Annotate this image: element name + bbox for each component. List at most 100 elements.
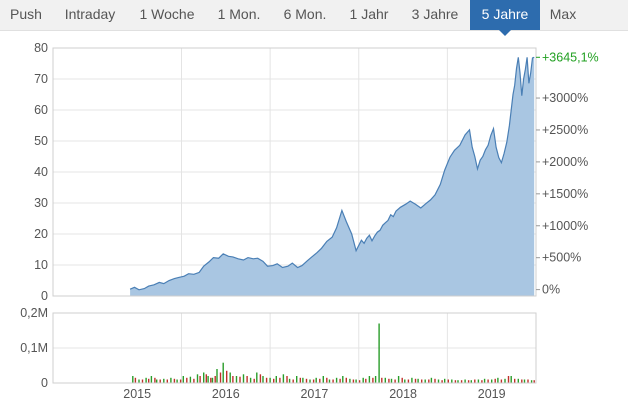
- volume-bar-down: [305, 378, 308, 383]
- price-area: [130, 57, 535, 296]
- volume-bar-up: [491, 379, 493, 383]
- volume-bar-down: [454, 380, 457, 383]
- volume-bar-down: [279, 377, 281, 384]
- price-y-tick: 0: [41, 289, 48, 303]
- volume-bar-up: [349, 378, 351, 383]
- volume-bar-down: [193, 378, 195, 383]
- volume-bar-down: [232, 376, 234, 383]
- volume-bar-up: [196, 374, 199, 384]
- tab-push[interactable]: Push: [10, 6, 42, 22]
- volume-bar-up: [249, 377, 252, 384]
- tab-1-jahr[interactable]: 1 Jahr: [349, 6, 389, 22]
- tab-max[interactable]: Max: [549, 6, 577, 22]
- volume-bar-down: [239, 376, 241, 383]
- volume-bar-up: [207, 376, 209, 383]
- volume-bar-up: [497, 377, 499, 384]
- percent-axis: 0% +500% +1000% +1500% +2000% +2500% +3000% +36…: [536, 50, 599, 297]
- volume-bar-up: [368, 376, 371, 383]
- volume-bar-up: [296, 376, 298, 383]
- volume-bar-up: [222, 362, 224, 383]
- volume-bars: [132, 323, 535, 384]
- price-y-tick: 70: [34, 72, 48, 86]
- volume-bar-up: [390, 378, 393, 383]
- tab-6-mon[interactable]: 6 Mon.: [283, 6, 327, 22]
- volume-bar-down: [286, 376, 288, 383]
- percent-tick: +1500%: [542, 187, 588, 201]
- volume-chart-grid: [53, 312, 536, 384]
- volume-bar-up: [424, 379, 426, 383]
- volume-bar-down: [394, 379, 396, 383]
- volume-bar-down: [273, 378, 275, 383]
- volume-bar-up: [417, 378, 419, 383]
- volume-bar-up: [504, 378, 506, 383]
- volume-bar-down: [265, 377, 268, 384]
- volume-bar-up: [483, 378, 486, 383]
- price-y-tick: 30: [34, 196, 48, 210]
- volume-bar-down: [141, 379, 144, 383]
- volume-bar-up: [302, 377, 304, 384]
- volume-bar-up: [464, 379, 466, 383]
- volume-bar-down: [527, 379, 529, 383]
- volume-y-axis: 0 0,1M 0,2M: [20, 306, 48, 390]
- volume-bar-up: [282, 374, 285, 384]
- volume-bar-down: [388, 378, 390, 383]
- volume-bar-down: [173, 378, 176, 383]
- volume-bar-up: [355, 379, 357, 383]
- volume-bar-up: [242, 374, 245, 384]
- volume-bar-up: [156, 379, 158, 383]
- volume-bar-down: [533, 380, 535, 383]
- volume-bar-up: [182, 376, 184, 383]
- volume-bar-down: [179, 379, 182, 383]
- volume-bar-up: [229, 372, 231, 383]
- volume-bar-down: [326, 377, 328, 384]
- volume-bar-up: [457, 380, 459, 383]
- percent-tick: +2500%: [542, 123, 588, 137]
- percent-tick: +1000%: [542, 219, 588, 233]
- volume-bar-up: [451, 379, 453, 383]
- volume-bar-down: [365, 378, 367, 383]
- volume-bar-up: [309, 379, 311, 383]
- volume-bar-down: [401, 377, 403, 384]
- tab-intraday[interactable]: Intraday: [64, 6, 116, 22]
- volume-bar-up: [530, 380, 533, 383]
- volume-bar-up: [510, 376, 512, 383]
- price-line: [129, 56, 535, 291]
- tab-3-jahre[interactable]: 3 Jahre: [411, 6, 459, 22]
- volume-bar-down: [319, 378, 321, 383]
- percent-tick: +3000%: [542, 91, 588, 105]
- range-tabs: Push Intraday 1 Woche 1 Mon. 6 Mon. 1 Ja…: [0, 0, 628, 36]
- volume-bar-up: [170, 377, 172, 384]
- volume-bar-down: [210, 377, 212, 384]
- price-y-tick: 40: [34, 165, 48, 179]
- volume-bar-up: [176, 379, 178, 383]
- tab-1-woche[interactable]: 1 Woche: [139, 6, 195, 22]
- volume-bar-up: [517, 378, 519, 383]
- volume-bar-down: [154, 377, 156, 384]
- tab-5-jahre[interactable]: 5 Jahre: [470, 0, 540, 36]
- volume-bar-down: [159, 379, 161, 383]
- volume-bar-down: [292, 379, 294, 383]
- volume-bar-up: [315, 377, 317, 384]
- price-y-tick: 60: [34, 103, 48, 117]
- percent-tick: 0%: [542, 283, 560, 297]
- volume-bar-down: [381, 377, 383, 384]
- x-tick: 2019: [478, 387, 506, 401]
- volume-bar-down: [434, 378, 436, 383]
- volume-bar-up: [384, 377, 386, 384]
- volume-bar-down: [166, 379, 168, 383]
- volume-bar-down: [339, 378, 341, 383]
- volume-bar-down: [148, 378, 150, 383]
- x-tick: 2016: [212, 387, 240, 401]
- volume-bar-down: [494, 378, 496, 383]
- x-tick: 2018: [389, 387, 417, 401]
- volume-bar-down: [407, 379, 410, 383]
- volume-bar-up: [269, 377, 271, 384]
- volume-bar-down: [447, 379, 449, 383]
- volume-bar-down: [414, 378, 417, 383]
- volume-bar-up: [477, 379, 480, 383]
- volume-bar-down: [312, 379, 315, 383]
- volume-bar-up: [132, 376, 134, 383]
- volume-bar-down: [205, 374, 207, 384]
- tab-1-mon[interactable]: 1 Mon.: [217, 6, 261, 22]
- volume-bar-down: [226, 370, 228, 384]
